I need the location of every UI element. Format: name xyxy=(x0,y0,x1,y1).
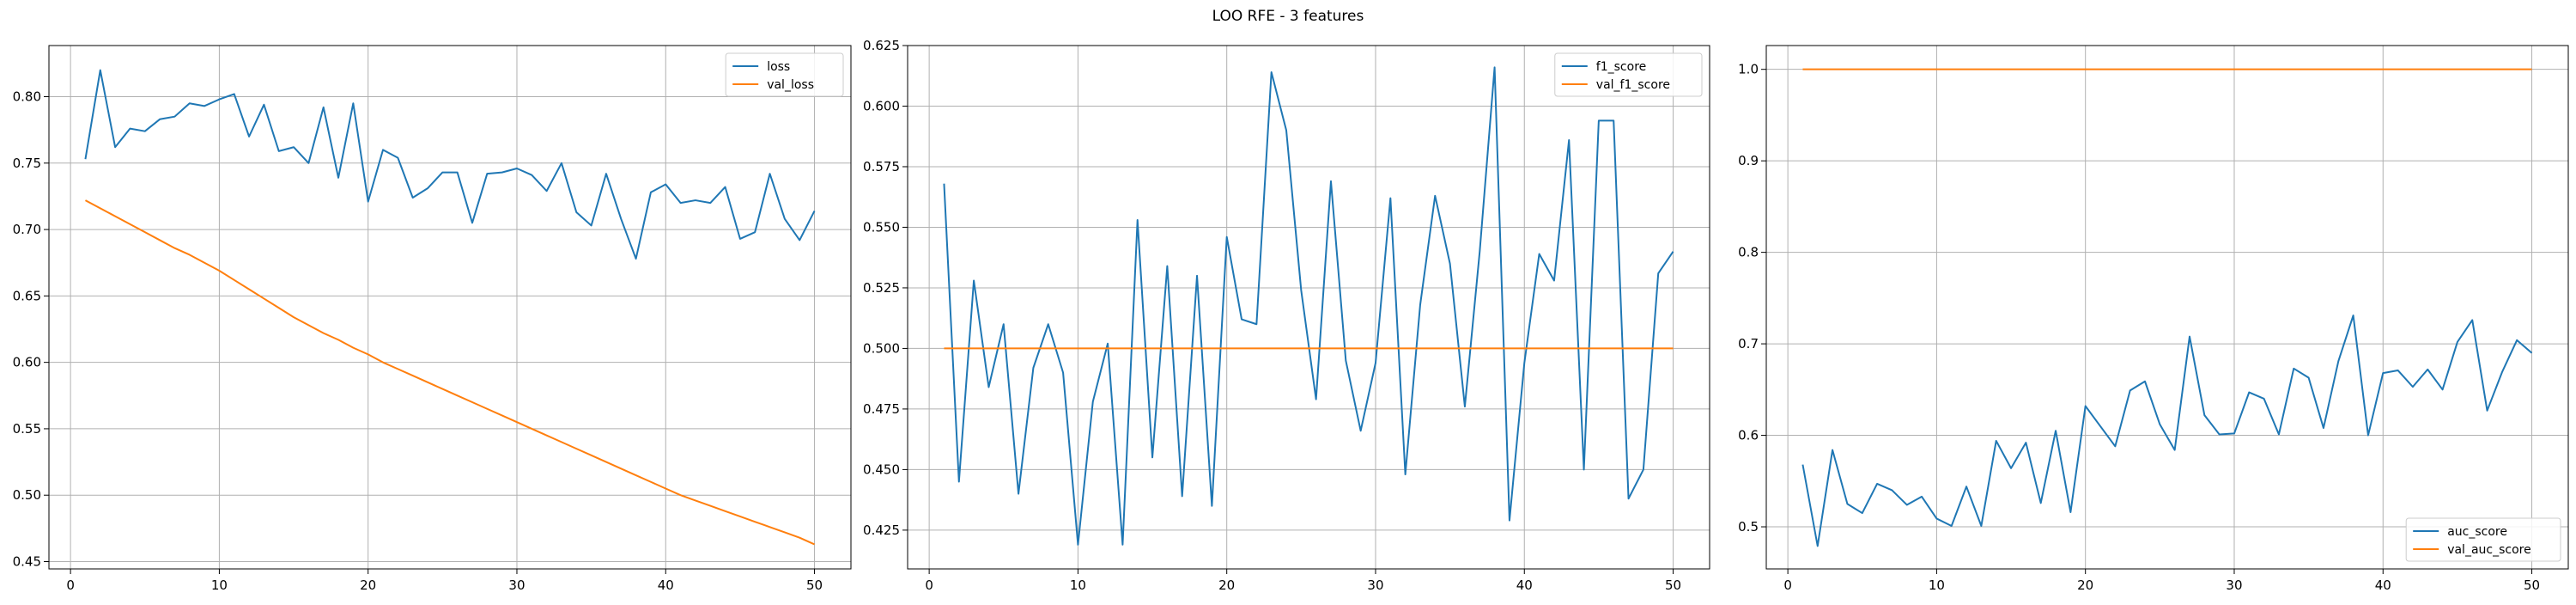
legend: loss val_loss xyxy=(725,52,844,97)
series-line-auc-score xyxy=(1801,315,2533,547)
legend-box xyxy=(725,52,844,97)
legend: auc_score val_auc_score xyxy=(2405,517,2561,562)
series-line-val-loss xyxy=(84,199,815,546)
plot-frame xyxy=(48,45,852,570)
series-line-f1-score xyxy=(943,66,1674,546)
x-tick-label: 20 xyxy=(360,578,376,593)
x-tick-label: 40 xyxy=(1516,578,1533,593)
x-tick-label: 0 xyxy=(925,578,933,593)
y-tick-label: 0.6 xyxy=(1738,428,1759,443)
x-tick-label: 40 xyxy=(2375,578,2391,593)
y-tick-label: 0.60 xyxy=(13,355,41,370)
y-tick-label: 0.70 xyxy=(13,222,41,237)
y-tick-label: 0.65 xyxy=(13,288,41,303)
x-tick-label: 30 xyxy=(508,578,525,593)
y-tick-label: 0.625 xyxy=(863,38,900,53)
legend-label: val_loss xyxy=(767,78,814,92)
legend-label: f1_score xyxy=(1596,60,1646,74)
plot-frame xyxy=(907,45,1710,570)
legend-label: auc_score xyxy=(2447,525,2507,539)
x-tick-label: 10 xyxy=(1070,578,1086,593)
y-tick-label: 0.80 xyxy=(13,89,41,105)
legend-label: val_auc_score xyxy=(2447,543,2531,557)
chart-panel-1: 0 10 20 30 40 50 0.45 0.50 0.55 0.60 0.65 0.70 0.75 0… xyxy=(13,45,852,593)
x-tick-label: 50 xyxy=(1665,578,1681,593)
x-tick-label: 40 xyxy=(658,578,674,593)
series-line-loss xyxy=(84,69,816,260)
y-tick-label: 0.600 xyxy=(863,98,900,113)
y-tick-label: 0.575 xyxy=(863,159,900,174)
y-tick-label: 0.75 xyxy=(13,156,41,171)
y-tick-label: 0.525 xyxy=(863,280,900,296)
legend: f1_score val_f1_score xyxy=(1554,52,1703,97)
plot-frame xyxy=(1765,45,2569,570)
y-tick-label: 0.550 xyxy=(863,219,900,235)
legend-label: val_f1_score xyxy=(1596,78,1670,92)
legend-box xyxy=(1554,52,1703,97)
x-tick-label: 0 xyxy=(1783,578,1792,593)
y-tick-label: 0.450 xyxy=(863,461,900,477)
y-tick-label: 0.55 xyxy=(13,421,41,437)
x-tick-label: 10 xyxy=(211,578,228,593)
y-tick-label: 0.500 xyxy=(863,340,900,356)
x-tick-label: 50 xyxy=(2524,578,2540,593)
legend-label: loss xyxy=(767,60,790,74)
y-tick-label: 0.475 xyxy=(863,401,900,417)
y-tick-label: 0.45 xyxy=(13,553,41,569)
figure-title: LOO RFE - 3 features xyxy=(1212,8,1364,25)
x-tick-label: 20 xyxy=(2077,578,2093,593)
chart-panel-3: 0 10 20 30 40 50 0.5 0.6 0.7 0.8 0.9 1.0 auc_scoreva… xyxy=(1738,45,2569,593)
y-tick-label: 0.9 xyxy=(1738,153,1759,168)
y-tick-label: 0.5 xyxy=(1738,519,1759,535)
y-tick-label: 0.425 xyxy=(863,522,900,538)
x-tick-label: 30 xyxy=(1367,578,1383,593)
y-tick-label: 0.50 xyxy=(13,487,41,503)
x-tick-label: 20 xyxy=(1218,578,1235,593)
x-tick-label: 0 xyxy=(66,578,75,593)
y-tick-label: 0.7 xyxy=(1738,336,1759,351)
legend-box xyxy=(2405,517,2561,562)
x-tick-label: 50 xyxy=(806,578,823,593)
x-tick-label: 10 xyxy=(1929,578,1945,593)
y-tick-label: 1.0 xyxy=(1738,62,1759,77)
y-tick-label: 0.8 xyxy=(1738,245,1759,260)
chart-panel-2: 0 10 20 30 40 50 0.425 0.450 0.475 0.500 0.525 0.55… xyxy=(863,38,1710,593)
x-tick-label: 30 xyxy=(2226,578,2242,593)
